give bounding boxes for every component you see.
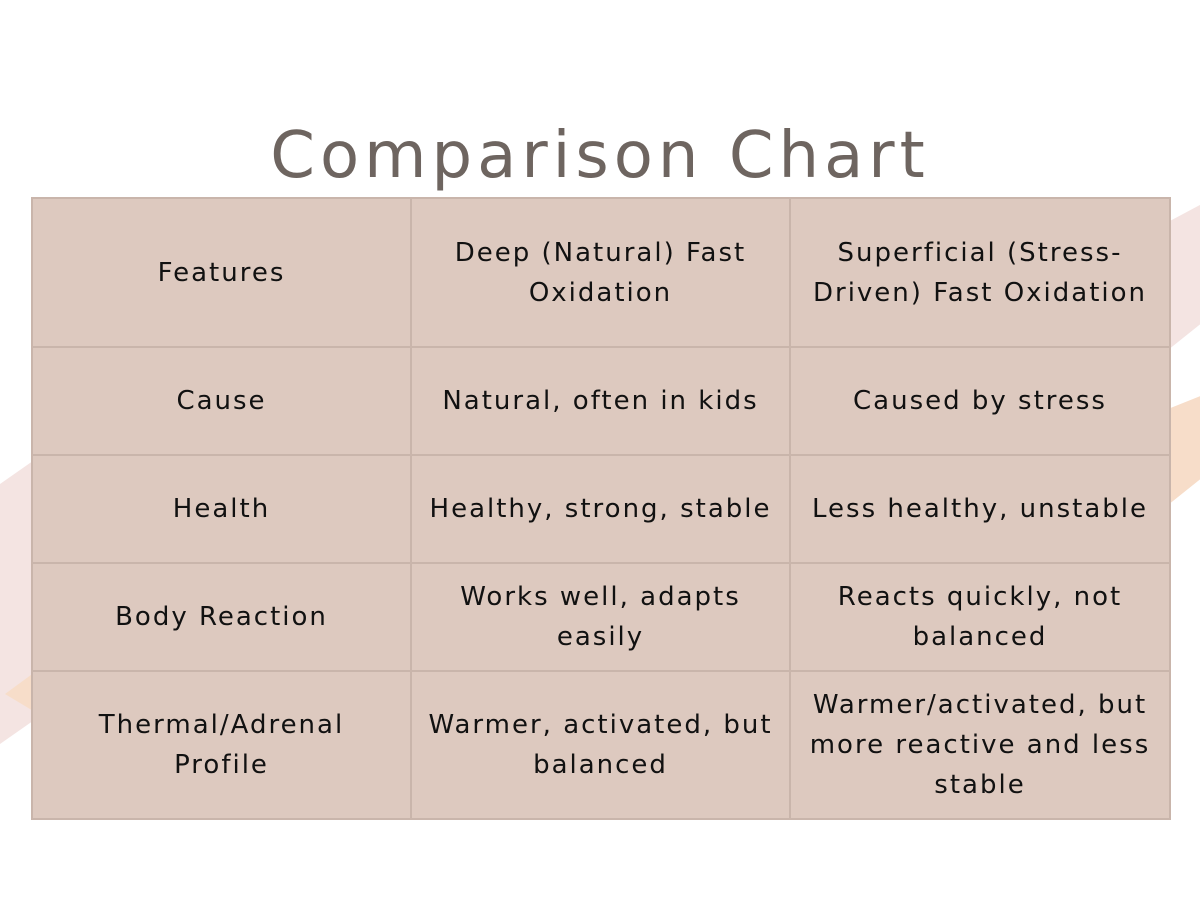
table-cell: Works well, adapts easily [410, 562, 791, 672]
comparison-table: Features Deep (Natural) Fast Oxidation S… [31, 197, 1171, 820]
table-row: Health Healthy, strong, stable Less heal… [31, 454, 1171, 564]
row-label: Thermal/Adrenal Profile [31, 670, 412, 820]
page-title: Comparison Chart [270, 118, 930, 193]
table-cell: Warmer, activated, but balanced [410, 670, 791, 820]
table-cell: Reacts quickly, not balanced [789, 562, 1171, 672]
table-header-row: Features Deep (Natural) Fast Oxidation S… [31, 197, 1171, 348]
header-cell-superficial: Superficial (Stress-Driven) Fast Oxidati… [789, 197, 1171, 348]
table-cell: Natural, often in kids [410, 346, 791, 456]
table-row: Cause Natural, often in kids Caused by s… [31, 346, 1171, 456]
decorative-shape-peach-right [1168, 385, 1200, 505]
table-cell: Warmer/activated, but more reactive and … [789, 670, 1171, 820]
header-cell-features: Features [31, 197, 412, 348]
row-label: Body Reaction [31, 562, 412, 672]
header-cell-deep: Deep (Natural) Fast Oxidation [410, 197, 791, 348]
row-label: Health [31, 454, 412, 564]
table-row: Body Reaction Works well, adapts easily … [31, 562, 1171, 672]
table-cell: Caused by stress [789, 346, 1171, 456]
table-row: Thermal/Adrenal Profile Warmer, activate… [31, 670, 1171, 820]
decorative-shape-pink-right [1168, 190, 1200, 350]
row-label: Cause [31, 346, 412, 456]
table-cell: Less healthy, unstable [789, 454, 1171, 564]
table-cell: Healthy, strong, stable [410, 454, 791, 564]
